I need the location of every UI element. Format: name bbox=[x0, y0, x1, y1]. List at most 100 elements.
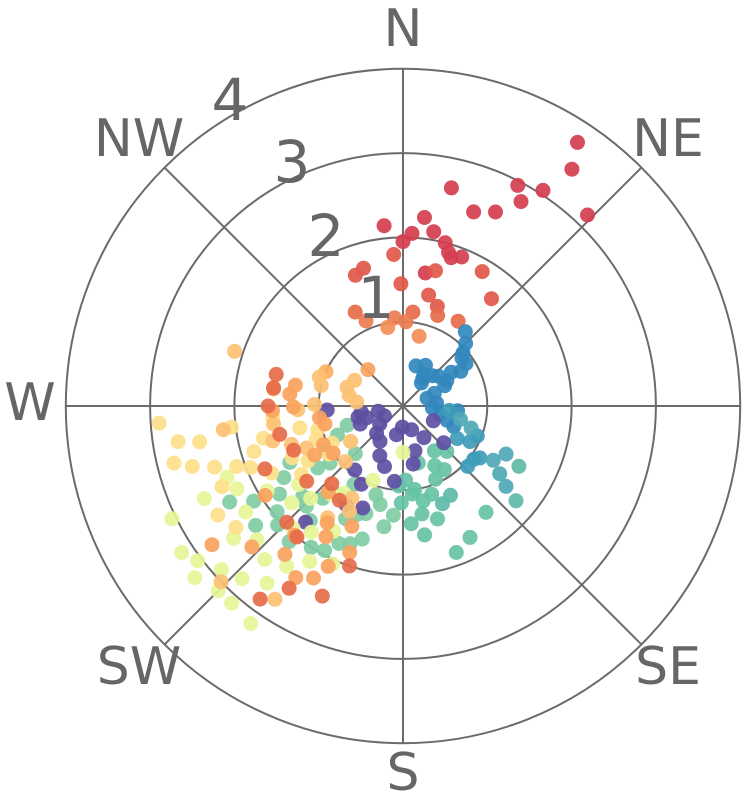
data-point bbox=[272, 486, 287, 502]
data-point bbox=[460, 458, 476, 474]
data-point bbox=[478, 504, 494, 520]
data-point bbox=[234, 571, 250, 587]
data-point bbox=[279, 514, 295, 530]
data-point bbox=[416, 366, 432, 382]
data-point bbox=[404, 486, 420, 502]
data-point bbox=[214, 479, 230, 495]
data-point bbox=[421, 287, 437, 303]
data-point bbox=[252, 591, 268, 607]
data-point bbox=[415, 493, 431, 509]
data-point bbox=[259, 575, 275, 591]
data-point bbox=[272, 426, 288, 442]
data-point bbox=[398, 314, 414, 330]
data-point bbox=[407, 443, 423, 459]
data-point bbox=[266, 380, 282, 396]
data-point bbox=[285, 399, 301, 415]
data-point bbox=[317, 416, 333, 432]
data-point bbox=[405, 456, 421, 472]
data-point bbox=[170, 434, 186, 450]
data-point bbox=[311, 369, 327, 385]
data-point bbox=[385, 507, 401, 523]
data-point bbox=[342, 545, 358, 560]
data-point bbox=[453, 411, 468, 427]
data-point bbox=[437, 378, 453, 394]
data-point bbox=[443, 180, 459, 196]
data-point bbox=[337, 454, 353, 470]
data-point bbox=[257, 461, 273, 477]
data-point bbox=[215, 422, 231, 438]
data-point bbox=[243, 460, 259, 476]
data-point bbox=[151, 415, 167, 431]
direction-label-sw: SW bbox=[97, 637, 181, 697]
data-point bbox=[260, 398, 276, 414]
data-point bbox=[303, 490, 319, 506]
data-point bbox=[243, 616, 259, 631]
data-point bbox=[244, 539, 260, 555]
data-point bbox=[257, 552, 273, 567]
data-point bbox=[472, 450, 488, 466]
data-point bbox=[276, 470, 292, 486]
data-point bbox=[414, 506, 430, 522]
data-point bbox=[580, 207, 595, 223]
data-point bbox=[365, 472, 381, 488]
data-point bbox=[210, 507, 226, 523]
data-point bbox=[564, 161, 580, 177]
data-point bbox=[449, 431, 465, 447]
data-point bbox=[344, 518, 360, 534]
data-points bbox=[151, 134, 595, 631]
data-point bbox=[287, 377, 303, 393]
data-point bbox=[224, 595, 240, 611]
data-point bbox=[380, 319, 396, 335]
data-point bbox=[403, 516, 419, 532]
data-point bbox=[277, 546, 293, 562]
data-point bbox=[246, 493, 262, 509]
data-point bbox=[306, 570, 321, 586]
data-point bbox=[393, 276, 409, 292]
data-point bbox=[238, 504, 254, 520]
data-point bbox=[281, 580, 297, 596]
data-point bbox=[462, 434, 478, 450]
data-point bbox=[386, 247, 402, 262]
data-point bbox=[427, 458, 443, 473]
data-point bbox=[450, 313, 466, 329]
data-point bbox=[498, 446, 514, 462]
data-point bbox=[248, 517, 264, 533]
data-point bbox=[347, 304, 363, 320]
data-point bbox=[187, 570, 203, 586]
data-point bbox=[269, 504, 285, 520]
data-point bbox=[246, 444, 262, 460]
data-point bbox=[368, 487, 384, 503]
data-point bbox=[227, 343, 243, 359]
data-point bbox=[430, 511, 445, 527]
data-point bbox=[511, 458, 527, 474]
data-point bbox=[466, 204, 482, 220]
direction-label-w: W bbox=[4, 373, 55, 433]
data-point bbox=[417, 527, 433, 543]
data-point bbox=[372, 448, 388, 464]
data-point bbox=[342, 558, 357, 574]
data-point bbox=[318, 529, 334, 545]
data-point bbox=[204, 537, 220, 553]
data-point bbox=[425, 413, 441, 429]
data-point bbox=[395, 234, 411, 250]
data-point bbox=[164, 511, 180, 527]
data-point bbox=[257, 488, 273, 503]
data-point bbox=[299, 473, 315, 489]
data-point bbox=[484, 291, 499, 307]
data-point bbox=[343, 433, 359, 449]
data-point bbox=[448, 545, 464, 560]
data-point bbox=[535, 182, 551, 198]
data-point bbox=[302, 553, 318, 569]
data-point bbox=[428, 471, 444, 487]
data-point bbox=[428, 263, 443, 279]
data-point bbox=[360, 362, 376, 378]
radial-tick-label: 2 bbox=[308, 202, 345, 270]
data-point bbox=[222, 494, 238, 510]
data-point bbox=[213, 574, 229, 590]
data-point bbox=[331, 492, 347, 508]
data-point bbox=[284, 495, 300, 511]
data-point bbox=[463, 420, 479, 436]
data-point bbox=[288, 570, 304, 586]
data-point bbox=[315, 437, 331, 453]
